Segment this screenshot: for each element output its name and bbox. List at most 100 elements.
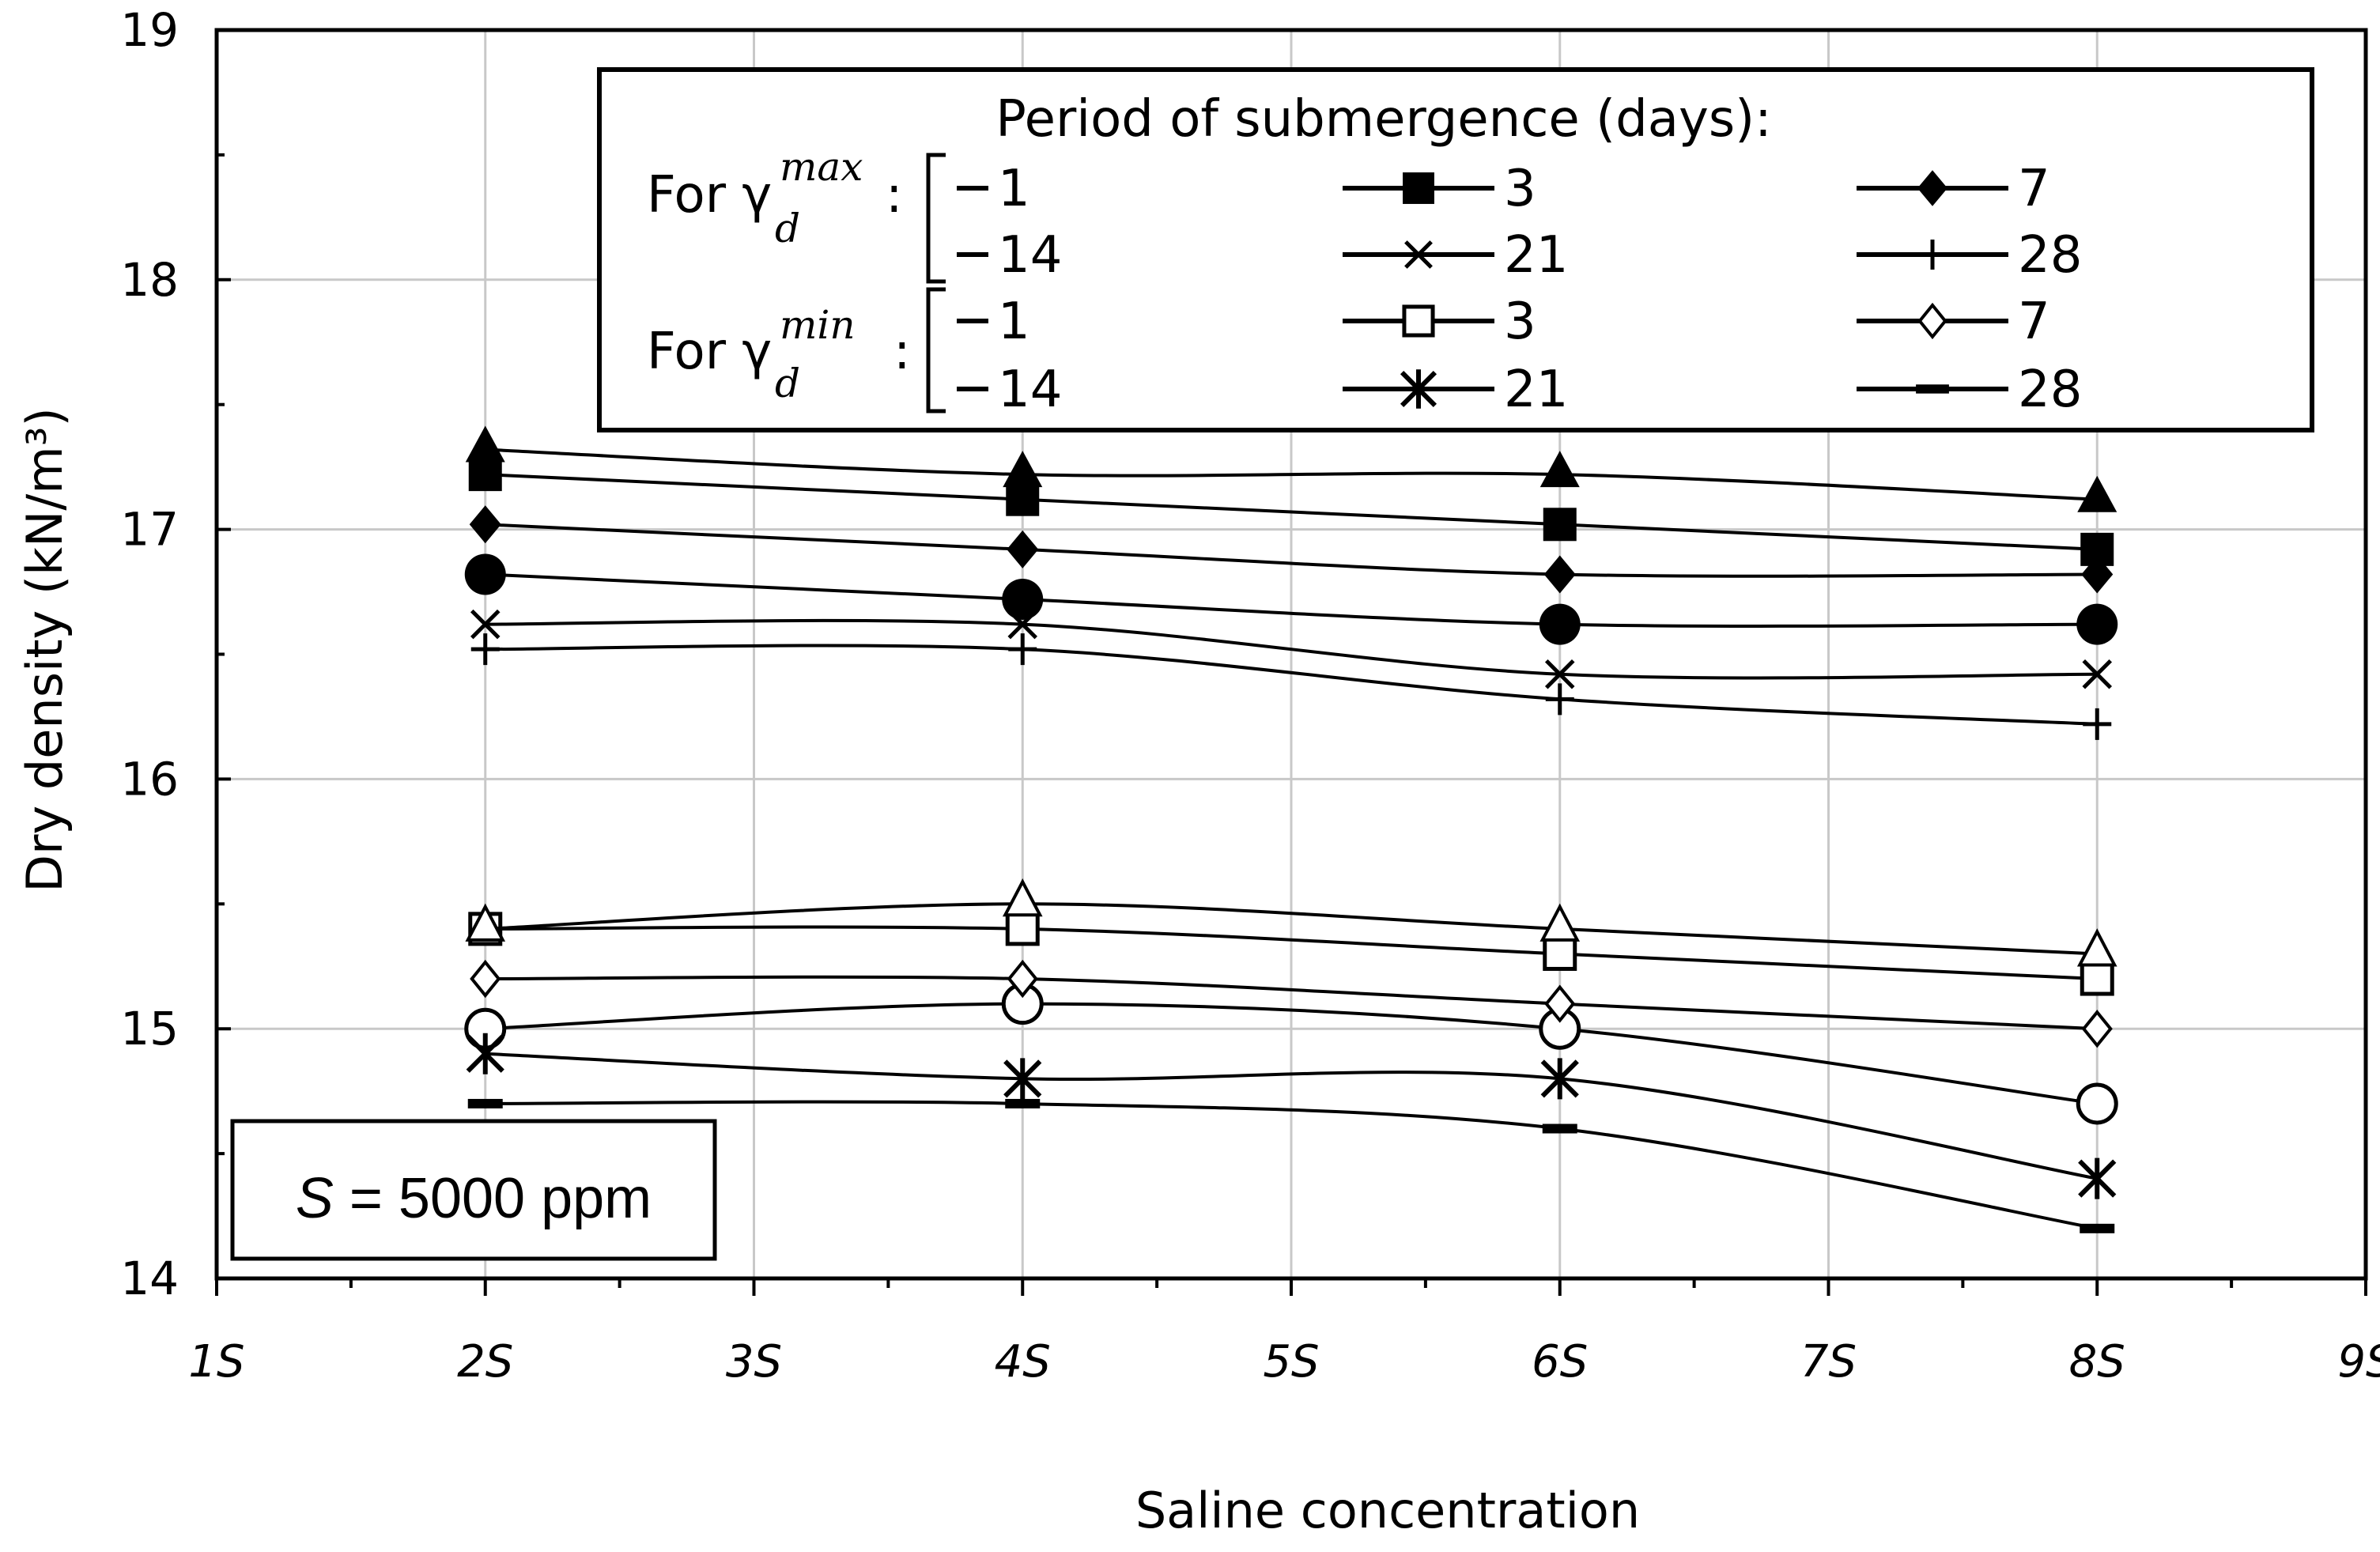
marker-square-open (1543, 936, 1577, 971)
y-tick-label: 14 (120, 1252, 179, 1305)
marker-dash (2080, 1223, 2115, 1233)
marker-plus (1918, 240, 1947, 270)
legend-entry-label: 14 (998, 226, 1062, 285)
y-axis-title: Dry density (kN/m³) (16, 407, 74, 892)
marker-shape (470, 609, 501, 640)
legend-box (597, 67, 2314, 432)
marker-shape (2080, 961, 2114, 996)
marker-triangle-filled (465, 425, 505, 463)
marker-triangle-filled (1003, 451, 1043, 488)
marker-shape (2081, 1010, 2113, 1048)
marker-shape (1007, 530, 1039, 568)
series-max-21 (470, 609, 2113, 689)
series-line (485, 473, 2098, 551)
legend-entry-label: 1 (998, 293, 1030, 351)
marker-shape (2076, 928, 2117, 967)
annotation-box (230, 1119, 717, 1261)
axes (214, 28, 2368, 1296)
marker-dash (467, 1098, 503, 1108)
series-min-28 (467, 1098, 2115, 1233)
legend-entry-max-1: 1 (957, 160, 1030, 218)
marker-shape (1539, 603, 1581, 645)
marker-shape (469, 505, 501, 544)
marker-triangle-open (465, 903, 506, 942)
legend-entry-min-28: 28 (1857, 361, 2082, 419)
marker-circle-open (2076, 1082, 2118, 1125)
series-max-7 (469, 505, 2114, 594)
legend-entry-max-7: 7 (1857, 160, 2050, 218)
marker-shape (1404, 240, 1433, 269)
marker-shape (1002, 579, 1044, 621)
marker-square-open (2080, 961, 2114, 996)
x-tick-label: 4S (995, 1336, 1051, 1388)
marker-asterisk (466, 1033, 504, 1074)
marker-diamond-filled (1007, 530, 1039, 568)
annotation-value: = 5000 ppm (334, 1167, 652, 1230)
marker-shape (466, 1033, 504, 1074)
marker-asterisk (1003, 1058, 1042, 1100)
x-tick-label: 1S (188, 1336, 244, 1388)
marker-triangle-filled (2077, 475, 2117, 512)
y-tick-label: 19 (120, 3, 179, 57)
series-line (485, 902, 2098, 956)
marker-asterisk (1400, 369, 1437, 409)
marker-shape (2081, 555, 2114, 594)
marker-triangle-open (1539, 903, 1581, 942)
series-min-14 (465, 878, 2117, 967)
marker-shape (1402, 304, 1435, 338)
legend-entry-label: 21 (1504, 226, 1568, 285)
marker-asterisk (2078, 1157, 2117, 1199)
marker-shape (2076, 603, 2118, 645)
legend-entry-label: 7 (2018, 160, 2050, 218)
x-tick-label: 5S (1263, 1336, 1319, 1388)
y-tick-label: 15 (120, 1002, 179, 1055)
marker-plus (1545, 683, 1574, 716)
marker-shape (2077, 475, 2117, 512)
marker-shape (1403, 172, 1434, 204)
series-line (485, 644, 2098, 726)
marker-square-filled (468, 458, 502, 492)
marker-diamond-open (2081, 1010, 2113, 1048)
legend-entry-label: 28 (2018, 226, 2082, 285)
marker-triangle-open (1002, 878, 1043, 917)
marker-triangle-filled (1539, 451, 1580, 488)
marker-diamond-open (470, 959, 501, 999)
series-line (485, 1052, 2098, 1180)
marker-shape (1917, 170, 1947, 206)
marker-x (1404, 240, 1433, 269)
legend-entry-label: 3 (1504, 160, 1536, 218)
marker-shape (1007, 609, 1038, 640)
marker-shape (1544, 984, 1576, 1023)
marker-circle-filled (1539, 603, 1581, 645)
legend-group-max-sup: max (780, 144, 863, 190)
x-tick-label: 6S (1532, 1336, 1588, 1388)
marker-shape (1008, 633, 1037, 666)
marker-square-open (1402, 304, 1435, 338)
marker-shape (1918, 240, 1947, 270)
legend-entry-min-21: 21 (1343, 361, 1568, 419)
legend: Period of submergence (days): For γ max … (597, 67, 2314, 432)
legend-entry-max-28: 28 (1857, 226, 2082, 285)
legend-group-max-prefix: For γ (647, 166, 772, 225)
legend-title: Period of submergence (days): (995, 90, 1771, 149)
marker-shape (1006, 482, 1040, 516)
x-axis-title: Saline concentration (1135, 1482, 1640, 1539)
annotation-text: S = 5000 ppm (296, 1167, 652, 1230)
marker-shape (1540, 1058, 1579, 1100)
legend-entry-min-1: 1 (957, 293, 1030, 351)
marker-x (470, 609, 501, 640)
marker-shape (2076, 1082, 2118, 1125)
x-tick-label: 2S (457, 1336, 513, 1388)
marker-shape (1539, 451, 1580, 488)
marker-shape (470, 633, 500, 666)
legend-group-min-sup: min (780, 302, 856, 348)
legend-bracket-min (926, 287, 946, 413)
marker-x (1544, 659, 1575, 689)
legend-entry-label: 14 (998, 361, 1062, 419)
marker-shape (1005, 1098, 1041, 1108)
marker-square-filled (1403, 172, 1434, 204)
marker-shape (464, 553, 506, 595)
marker-diamond-open (1007, 959, 1038, 999)
legend-entry-label: 3 (1504, 293, 1536, 351)
